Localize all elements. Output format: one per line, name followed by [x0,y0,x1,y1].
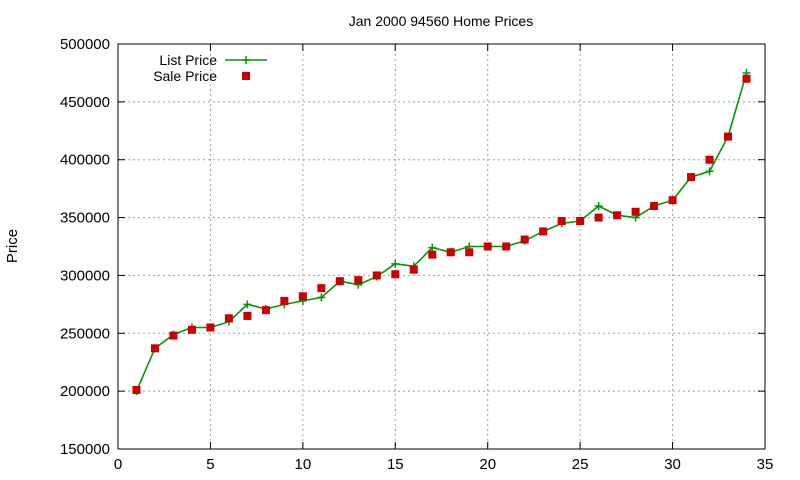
list-price-point [243,300,252,309]
x-tick-label: 30 [664,456,681,473]
sale-price-point [224,314,233,323]
sale-price-point [391,270,400,279]
sale-price-point [724,132,733,141]
x-tick-label: 0 [114,456,122,473]
y-tick-label: 150000 [60,441,110,458]
legend-square-marker [242,72,250,80]
sale-price-point [631,207,640,216]
series-list-price [132,68,751,396]
sale-price-point [520,235,529,244]
sale-price-point [298,292,307,301]
list-price-point [317,293,326,302]
y-tick-label: 450000 [60,94,110,111]
axis-ticks [117,43,766,450]
series-sale-price [132,74,751,394]
list-price-point [428,243,437,252]
x-tick-label: 35 [757,456,774,473]
sale-price-point [354,276,363,285]
legend-plus-marker [242,56,250,64]
y-tick-label: 400000 [60,152,110,169]
sale-price-point [409,265,418,274]
sale-price-point [650,202,659,210]
sale-price-point [206,323,215,332]
series-layer [132,68,751,396]
sale-price-point [613,211,622,220]
sale-price-point [150,344,159,353]
list-price-point [705,167,714,176]
sale-price-point [576,217,585,226]
x-tick-label: 10 [295,456,312,473]
sale-price-point [317,284,326,293]
sale-price-point [446,248,455,257]
y-axis-label: Price [4,229,21,263]
y-tick-label: 300000 [60,267,110,284]
sale-price-point [742,74,751,83]
y-tick-label: 500000 [60,36,110,53]
legend-label: List Price [159,52,217,68]
sale-price-point [372,271,381,280]
grid-lines [118,44,765,449]
list-price-point [391,259,400,268]
sale-price-point [557,217,566,226]
sale-price-point [132,385,141,394]
sale-price-point [705,155,714,164]
sale-price-point [243,311,252,320]
x-tick-label: 5 [206,456,214,473]
sale-price-point [428,250,437,259]
y-tick-label: 200000 [60,383,110,400]
sale-price-point [280,296,289,305]
sale-price-point [169,331,178,340]
sale-price-point [594,213,603,222]
chart-title: Jan 2000 94560 Home Prices [349,13,533,29]
sale-price-point [483,242,492,251]
sale-price-point [261,306,270,315]
list-price-line [135,72,748,392]
sale-price-point [465,248,474,257]
sale-price-point [687,173,696,182]
x-tick-label: 20 [479,456,496,473]
y-tick-label: 250000 [60,325,110,342]
y-tick-label: 350000 [60,210,110,227]
sale-price-point [187,325,196,334]
list-price-point [594,202,603,210]
x-tick-label: 15 [387,456,404,473]
legend-label: Sale Price [153,68,217,84]
x-tick-label: 25 [572,456,589,473]
sale-price-point [335,277,344,286]
axis-tick-labels: 0 5 10 15 20 25 30 35 150000 200000 250000 300000 35… [60,36,773,473]
sale-price-point [668,196,677,205]
plot-frame [117,43,766,450]
sale-price-point [502,242,511,251]
sale-price-point [539,227,548,236]
